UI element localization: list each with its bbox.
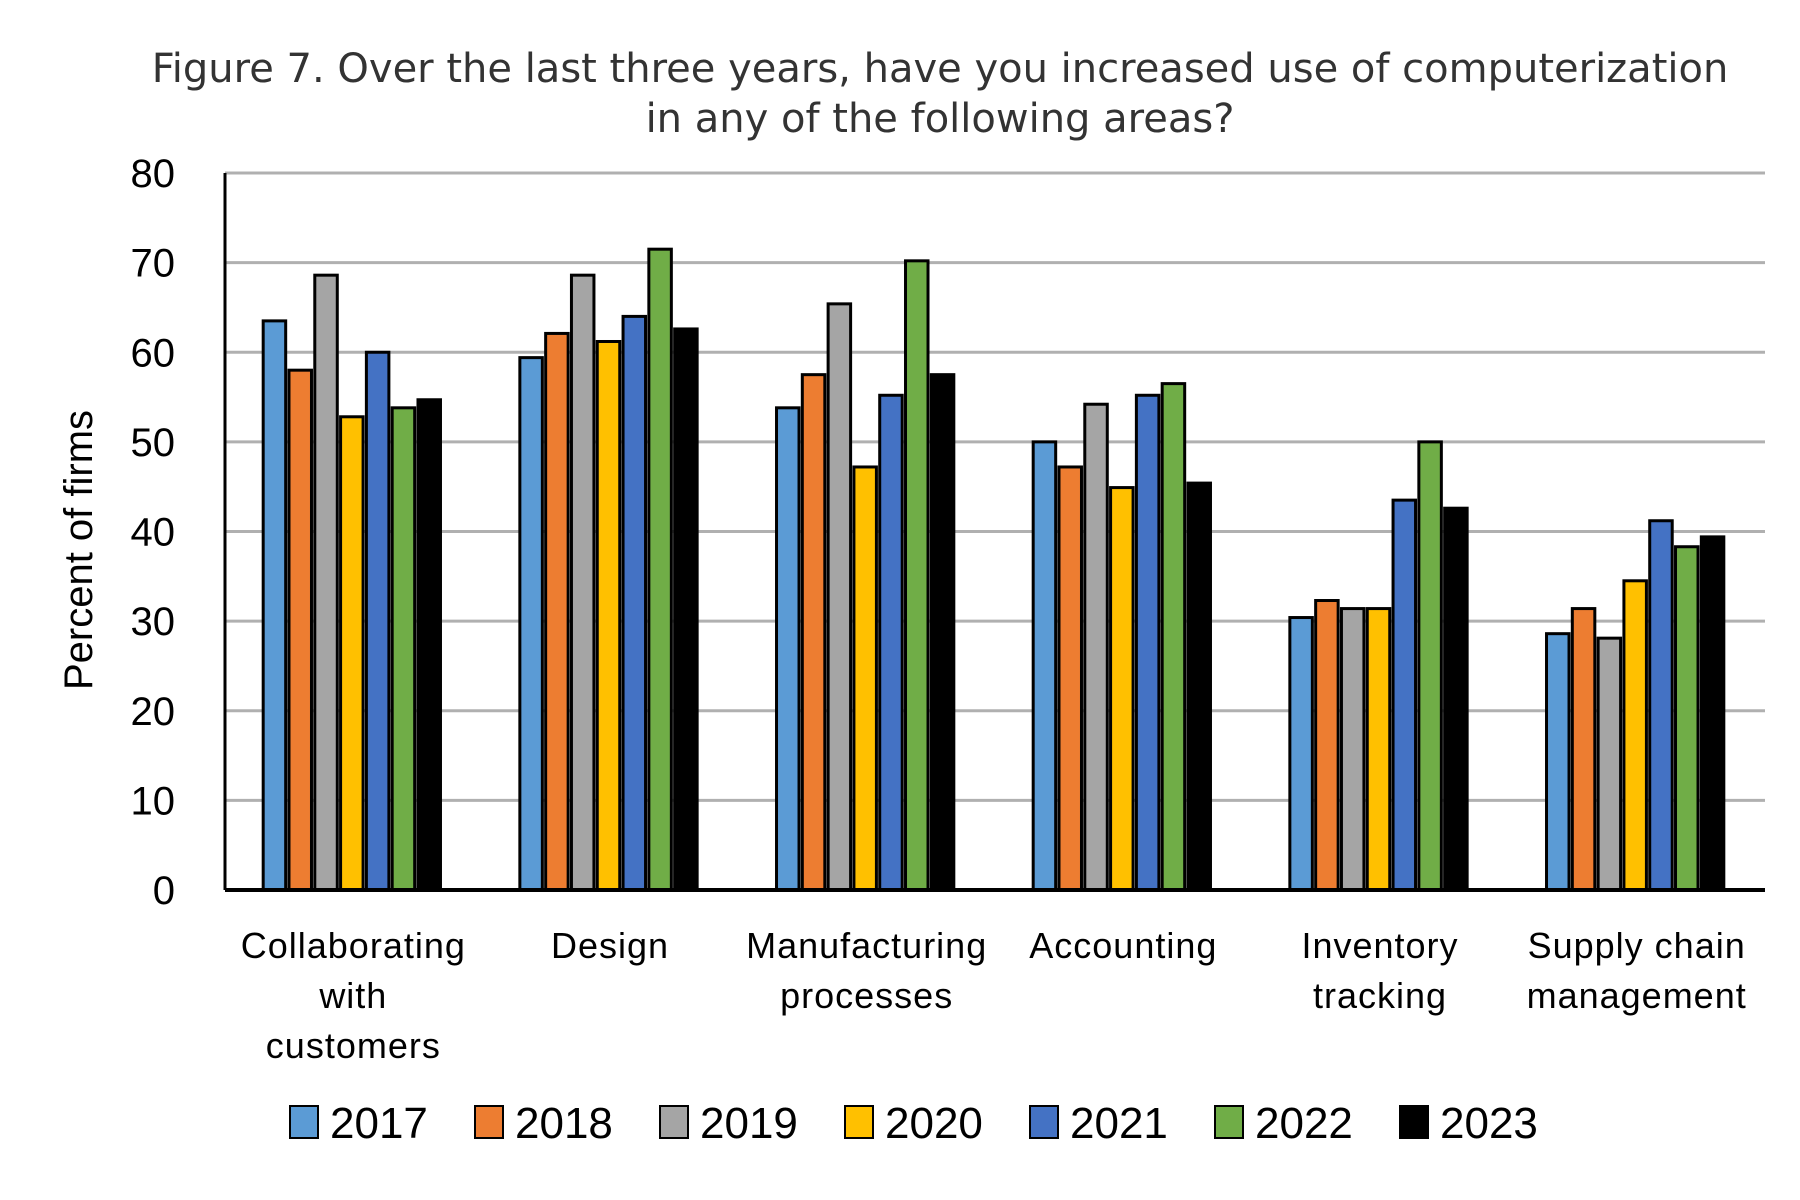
x-category-label: processes [780,975,953,1016]
legend-label-2019: 2019 [700,1099,798,1148]
chart-title: Figure 7. Over the last three years, hav… [152,46,1729,142]
bar-2018-4 [1314,599,1340,892]
bar-2021-1 [621,314,648,892]
bar-2017-4 [1288,616,1314,892]
bar-2019-1 [569,273,596,892]
bar-2021-5 [1648,519,1674,892]
bar-2023-0 [416,398,442,892]
bar-2020-2 [852,465,878,892]
bar-2018-5 [1570,607,1597,892]
bar-2017-0 [261,319,288,892]
y-tick-label: 30 [131,600,176,644]
chart-title-line-1: Figure 7. Over the last three years, hav… [152,46,1729,92]
bar-2019-4 [1339,607,1366,892]
x-category-label: Design [551,925,669,966]
legend-label-2020: 2020 [885,1099,983,1148]
bar-2019-2 [826,302,853,892]
x-category-label: Manufacturing [746,925,987,966]
x-category-label: with [318,975,387,1016]
y-axis-ticks: 0 10 20 30 40 50 60 70 80 [131,152,176,913]
legend-label-2017: 2017 [330,1099,428,1148]
bar-2020-1 [595,339,622,892]
bar-2022-2 [904,259,930,892]
bar-2019-5 [1596,636,1623,892]
bar-2020-0 [339,415,365,892]
chart-title-line-2: in any of the following areas? [646,96,1235,142]
axes [223,173,1765,892]
y-tick-label: 70 [131,242,176,286]
legend-label-2023: 2023 [1440,1099,1538,1148]
bar-2022-4 [1417,440,1443,892]
x-category-label: tracking [1313,975,1447,1016]
bar-2022-3 [1160,382,1187,892]
bar-2017-2 [775,406,801,892]
legend-swatch-2023 [1399,1105,1429,1139]
y-tick-label: 40 [131,511,176,555]
legend-swatch-2022 [1214,1105,1244,1139]
y-axis-label: Percent of firms [57,410,101,690]
x-axis-categories: Collaborating with customers Design Manufact… [241,925,1747,1066]
bar-2023-2 [929,373,956,892]
bar-2022-0 [390,406,417,892]
bar-2017-1 [518,356,544,892]
bar-2017-3 [1031,440,1058,892]
bar-2023-1 [673,327,699,892]
bar-2023-5 [1699,535,1726,892]
bars [261,247,1726,892]
legend-swatch-2020 [844,1105,874,1139]
bar-2022-5 [1674,545,1700,892]
y-tick-label: 50 [131,421,176,465]
bar-2022-1 [647,247,673,892]
x-category-label: Inventory [1301,925,1458,966]
legend-swatch-2019 [659,1105,689,1139]
bar-2023-4 [1443,506,1469,892]
bar-2020-3 [1109,486,1135,892]
x-category-label: Collaborating [241,925,466,966]
y-tick-label: 80 [131,152,176,196]
x-category-label: customers [266,1025,441,1066]
bar-2019-3 [1083,402,1109,892]
bar-2021-3 [1134,393,1161,892]
bar-2019-0 [313,273,339,892]
legend: 2017 2018 2019 2020 2021 2022 2023 [289,1099,1538,1148]
x-category-label: Accounting [1029,925,1217,966]
x-category-label: Supply chain [1528,925,1746,966]
y-tick-label: 0 [153,869,175,913]
bar-2018-1 [544,331,570,892]
y-tick-label: 20 [131,690,176,734]
bar-2018-3 [1057,465,1083,892]
legend-label-2022: 2022 [1255,1099,1353,1148]
bar-2021-2 [878,393,904,892]
legend-label-2018: 2018 [515,1099,613,1148]
gridlines [225,171,1765,802]
legend-swatch-2018 [474,1105,504,1139]
legend-label-2021: 2021 [1070,1099,1168,1148]
y-tick-label: 10 [131,779,176,823]
bar-2021-0 [364,350,391,892]
x-category-label: management [1527,975,1747,1016]
bar-2023-3 [1186,481,1212,892]
legend-swatch-2017 [289,1105,319,1139]
bar-2020-5 [1622,579,1648,892]
legend-swatch-2021 [1029,1105,1059,1139]
bar-2020-4 [1365,607,1392,892]
y-tick-label: 60 [131,331,176,375]
bar-2017-5 [1545,632,1571,892]
bar-2018-2 [800,373,827,892]
bar-2018-0 [287,368,313,892]
bar-2021-4 [1391,498,1418,892]
